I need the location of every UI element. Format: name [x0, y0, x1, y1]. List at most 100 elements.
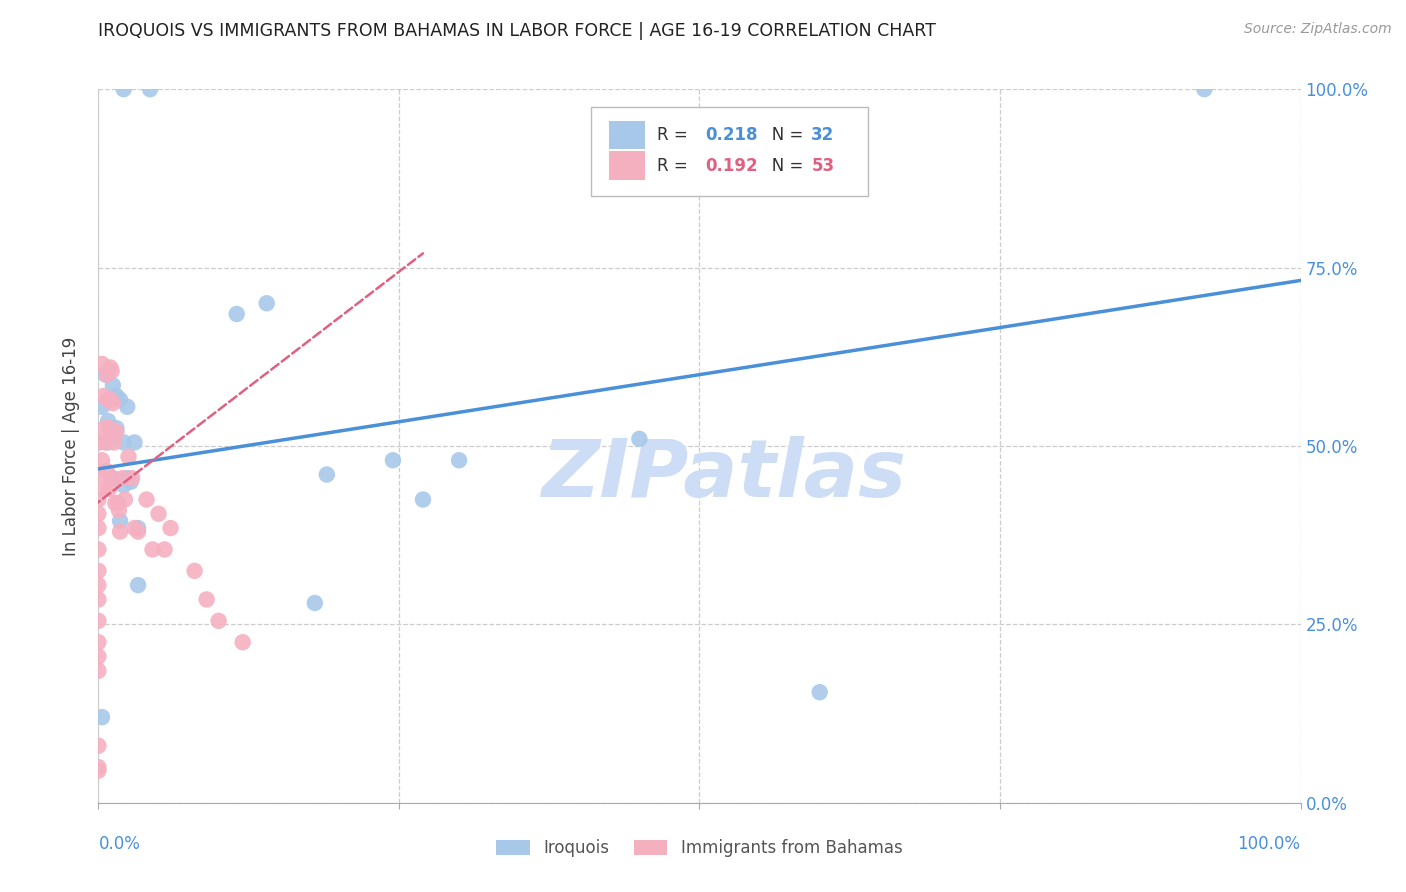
Point [127, 578, 149, 592]
Point [108, 514, 131, 528]
Y-axis label: In Labor Force | Age 16-19: In Labor Force | Age 16-19 [62, 336, 80, 556]
Point [183, 564, 205, 578]
Point [87, 467, 110, 482]
FancyBboxPatch shape [609, 120, 645, 149]
Text: IROQUOIS VS IMMIGRANTS FROM BAHAMAS IN LABOR FORCE | AGE 16-19 CORRELATION CHART: IROQUOIS VS IMMIGRANTS FROM BAHAMAS IN L… [98, 22, 936, 40]
Point [87, 739, 110, 753]
Point [98, 421, 121, 435]
Point [381, 453, 404, 467]
Point [304, 596, 326, 610]
Point [232, 635, 254, 649]
Point [93, 421, 115, 435]
Point [628, 432, 651, 446]
Point [135, 492, 157, 507]
Point [108, 503, 131, 517]
Text: ZIPatlas: ZIPatlas [541, 435, 905, 514]
FancyBboxPatch shape [609, 152, 645, 180]
Point [108, 524, 131, 539]
Point [97, 435, 120, 450]
Point [121, 471, 143, 485]
Point [87, 614, 110, 628]
Legend: Iroquois, Immigrants from Bahamas: Iroquois, Immigrants from Bahamas [488, 831, 911, 866]
Point [87, 507, 110, 521]
Point [105, 421, 128, 435]
Text: R =: R = [658, 157, 693, 175]
Point [127, 521, 149, 535]
Point [94, 435, 117, 450]
Point [87, 492, 110, 507]
Point [97, 392, 120, 407]
Point [195, 592, 218, 607]
Point [153, 542, 176, 557]
Point [117, 450, 139, 464]
Point [87, 760, 110, 774]
Point [447, 453, 470, 467]
Text: 0.218: 0.218 [706, 126, 758, 144]
Point [91, 357, 114, 371]
Point [412, 492, 434, 507]
Text: 0.192: 0.192 [706, 157, 758, 175]
Point [120, 475, 142, 489]
Point [87, 664, 110, 678]
Point [114, 492, 136, 507]
Point [124, 521, 146, 535]
Point [91, 400, 114, 414]
Text: 32: 32 [811, 126, 835, 144]
Point [111, 471, 134, 485]
Point [105, 425, 128, 439]
Point [104, 496, 127, 510]
Point [139, 82, 162, 96]
Point [159, 521, 181, 535]
Point [100, 471, 122, 485]
Point [208, 614, 231, 628]
Point [87, 521, 110, 535]
Point [112, 82, 135, 96]
Point [93, 482, 115, 496]
Point [91, 453, 114, 467]
Point [87, 542, 110, 557]
Point [808, 685, 831, 699]
Point [103, 435, 125, 450]
Point [105, 389, 128, 403]
Point [96, 368, 118, 382]
Point [1194, 82, 1216, 96]
Point [96, 464, 118, 478]
FancyBboxPatch shape [592, 107, 868, 196]
Point [100, 364, 122, 378]
Point [87, 592, 110, 607]
Point [101, 471, 124, 485]
Point [141, 542, 163, 557]
Point [87, 564, 110, 578]
Point [87, 435, 110, 450]
Point [87, 649, 110, 664]
Point [127, 524, 149, 539]
Point [107, 496, 129, 510]
Point [112, 478, 135, 492]
Text: N =: N = [756, 126, 808, 144]
Point [87, 435, 110, 450]
Point [91, 389, 114, 403]
Point [87, 578, 110, 592]
Text: 100.0%: 100.0% [1237, 835, 1301, 853]
Text: R =: R = [658, 126, 693, 144]
Point [315, 467, 337, 482]
Point [101, 396, 124, 410]
Point [87, 764, 110, 778]
Text: Source: ZipAtlas.com: Source: ZipAtlas.com [1244, 22, 1392, 37]
Text: 53: 53 [811, 157, 834, 175]
Point [87, 635, 110, 649]
Point [117, 471, 139, 485]
Point [108, 392, 131, 407]
Point [100, 392, 122, 407]
Text: 0.0%: 0.0% [98, 835, 141, 853]
Point [94, 368, 117, 382]
Point [98, 482, 121, 496]
Point [225, 307, 247, 321]
Point [148, 507, 170, 521]
Point [100, 360, 122, 375]
Point [97, 414, 120, 428]
Text: N =: N = [756, 157, 808, 175]
Point [256, 296, 278, 310]
Point [117, 400, 139, 414]
Point [101, 378, 124, 392]
